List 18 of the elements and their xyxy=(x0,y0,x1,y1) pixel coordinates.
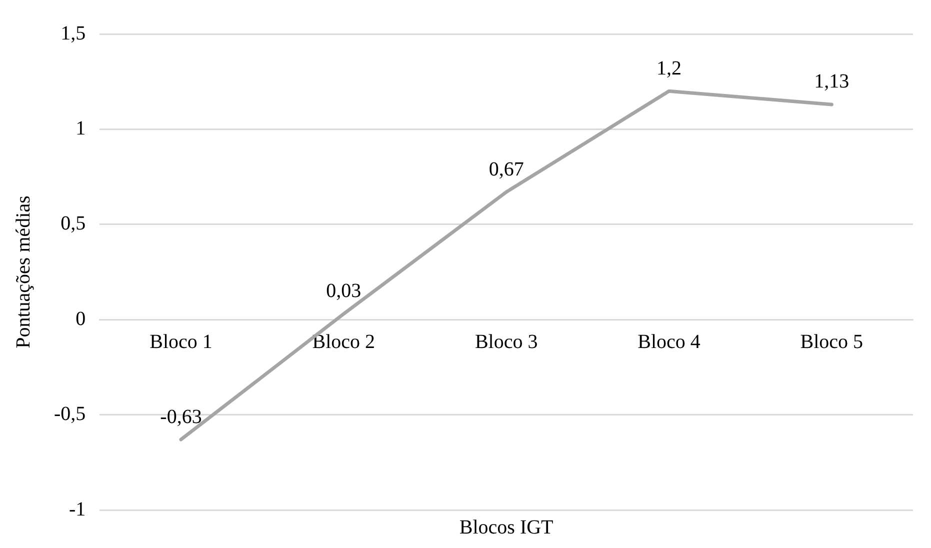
data-label: -0,63 xyxy=(160,406,202,428)
y-axis-title: Pontuações médias xyxy=(12,195,34,348)
data-label: 1,2 xyxy=(656,57,682,80)
x-tick-label: Bloco 3 xyxy=(474,330,538,353)
y-tick-label: -0,5 xyxy=(54,403,86,426)
x-tick-label: Bloco 4 xyxy=(638,330,700,353)
y-tick-label: 1,5 xyxy=(60,22,86,44)
data-label: 1,13 xyxy=(814,70,850,93)
x-tick-label: Bloco 5 xyxy=(800,330,864,353)
y-tick-label: 1 xyxy=(76,117,86,140)
y-tick-label: -1 xyxy=(68,498,86,520)
x-tick-label: Bloco 1 xyxy=(150,330,212,353)
x-axis-title: Blocos IGT xyxy=(459,516,554,538)
data-label: 0,67 xyxy=(488,158,524,180)
y-tick-label: 0,5 xyxy=(60,212,86,235)
x-tick-label: Bloco 2 xyxy=(312,330,376,353)
data-label: 0,03 xyxy=(326,280,362,302)
y-tick-label: 0 xyxy=(76,308,86,330)
